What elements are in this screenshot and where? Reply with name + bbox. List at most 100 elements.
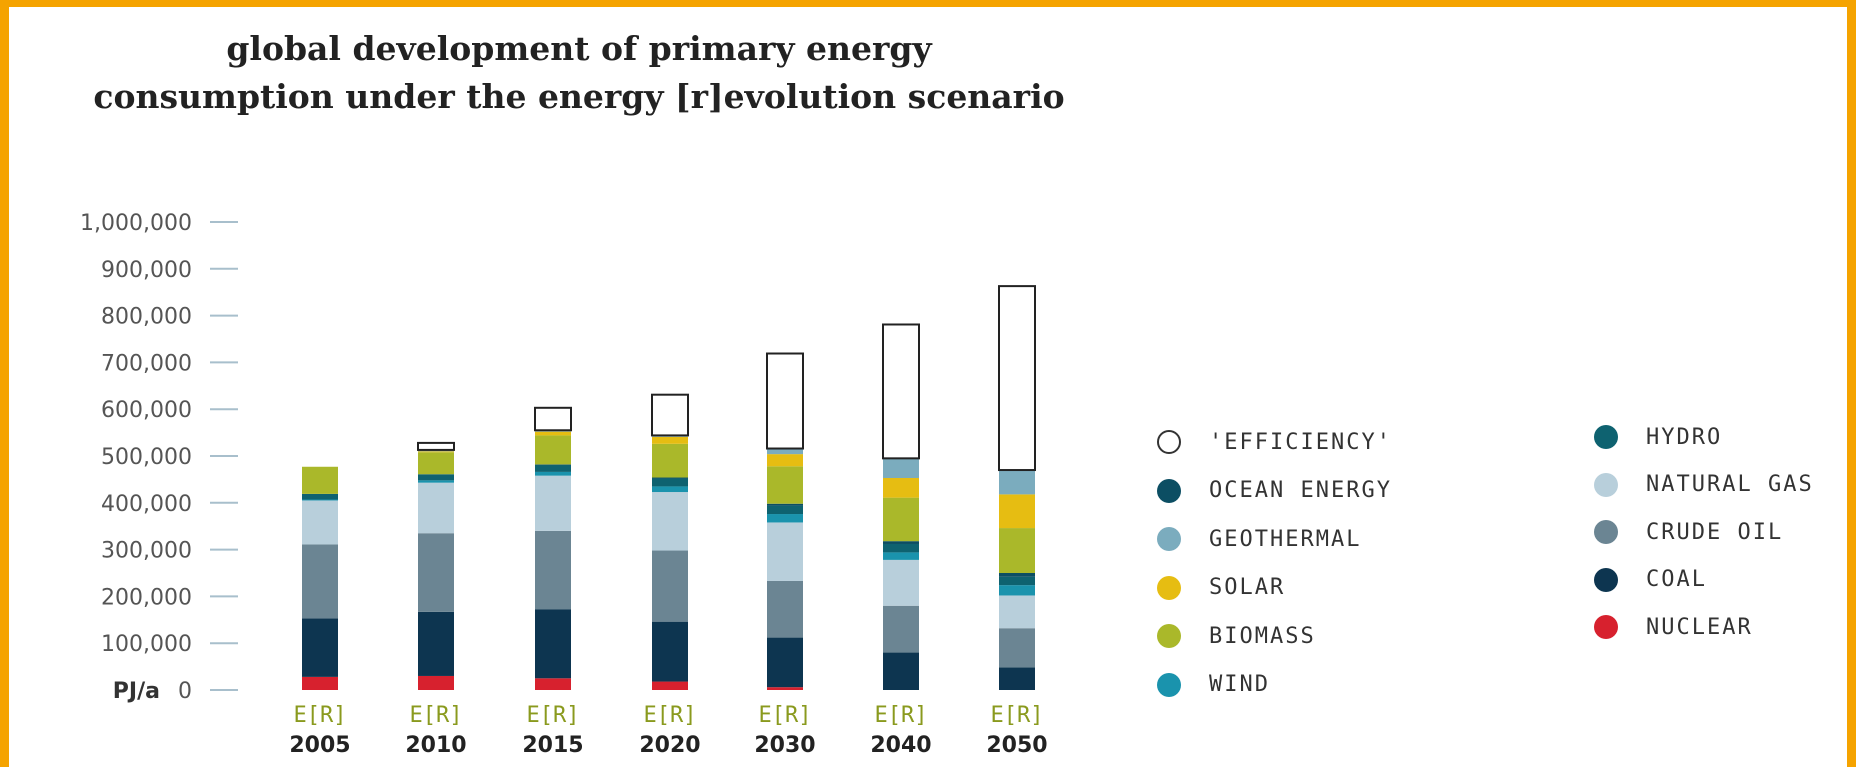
legend-label: CRUDE OIL	[1646, 519, 1784, 545]
chart-title-line-2: consumption under the energy [r]evolutio…	[93, 77, 1065, 116]
bar-segment-crude-oil	[652, 550, 688, 622]
x-scenario-label: E[R]	[759, 703, 812, 728]
bar-segment-crude-oil	[418, 533, 454, 612]
bar-segment-natural-gas	[999, 595, 1035, 629]
bar-segment-biomass	[883, 497, 919, 542]
bar-segment-wind	[535, 471, 571, 476]
legend-label: NATURAL GAS	[1646, 472, 1814, 497]
legend-swatch	[1594, 520, 1618, 544]
bar-segment-coal	[767, 637, 803, 688]
bar-segment-biomass	[535, 435, 571, 465]
bar-segment-biomass	[652, 443, 688, 478]
legend-swatch	[1157, 672, 1181, 697]
legend-label: NUCLEAR	[1646, 614, 1753, 640]
legend-swatch	[1157, 527, 1181, 551]
x-tick-label: 2015	[522, 733, 583, 758]
bar-segment-solar	[535, 431, 571, 436]
bar-segment-natural-gas	[418, 482, 454, 534]
bar-segment-solar	[999, 494, 1035, 529]
bar-segment-wind	[418, 480, 454, 483]
y-tick-label: 0	[178, 679, 192, 704]
legend-label: 'EFFICIENCY'	[1209, 429, 1392, 455]
bar-segment-geothermal	[883, 458, 919, 478]
legend-swatch	[1594, 425, 1618, 449]
x-tick-label: 2010	[405, 733, 466, 758]
bar-segment-efficiency	[417, 441, 455, 451]
x-scenario-label: E[R]	[527, 703, 580, 728]
bar-segment-natural-gas	[652, 492, 688, 551]
y-tick-label: 600,000	[101, 398, 192, 423]
legend-item: NATURAL GAS	[1594, 467, 1814, 503]
legend-item: 'EFFICIENCY'	[1157, 424, 1392, 460]
bar-segment-crude-oil	[883, 605, 919, 653]
legend-swatch	[1594, 472, 1618, 497]
y-tick-label: 900,000	[101, 258, 192, 283]
x-scenario-label: E[R]	[644, 703, 697, 728]
bar-segment-crude-oil	[302, 544, 338, 619]
bar-segment-solar	[767, 454, 803, 467]
x-scenario-label: E[R]	[294, 703, 347, 728]
bar-segment-hydro	[999, 576, 1035, 586]
x-scenario-label: E[R]	[875, 703, 928, 728]
y-tick-label: 1,000,000	[80, 211, 192, 236]
bar-segment-ocean-energy	[999, 573, 1035, 577]
x-tick-label: 2050	[986, 733, 1047, 758]
bar-segment-coal	[999, 667, 1035, 690]
bar-segment-ocean-energy	[652, 477, 688, 479]
y-tick-label: 800,000	[101, 305, 192, 330]
bar-segment-crude-oil	[999, 628, 1035, 668]
bar-segment-biomass	[418, 452, 454, 475]
y-tick-label: 100,000	[101, 632, 192, 657]
legend-swatch	[1594, 615, 1618, 639]
bar-segment-hydro	[302, 493, 338, 500]
legend-label: GEOTHERMAL	[1209, 526, 1362, 552]
bar-segment-wind	[767, 514, 803, 523]
bar-segment-coal	[535, 609, 571, 679]
bar-segment-crude-oil	[767, 580, 803, 638]
bar-segment-coal	[418, 611, 454, 676]
legend-label: BIOMASS	[1209, 623, 1316, 649]
bar-segment-solar	[883, 477, 919, 498]
legend-item: COAL	[1594, 562, 1707, 598]
y-tick-label: 200,000	[101, 585, 192, 610]
legend-label: WIND	[1209, 672, 1270, 697]
bar-segment-wind	[302, 499, 338, 501]
legend-swatch	[1157, 478, 1181, 503]
y-tick-label: 300,000	[101, 539, 192, 564]
bar-segment-nuclear	[418, 675, 454, 690]
legend-label: COAL	[1646, 567, 1707, 592]
y-tick-label: 500,000	[101, 445, 192, 470]
bar-segment-biomass	[302, 466, 338, 494]
y-tick-label: 700,000	[101, 351, 192, 376]
bar-segment-biomass	[999, 528, 1035, 573]
bar-segment-solar	[652, 436, 688, 444]
y-axis-unit-label: PJ/a	[113, 679, 160, 704]
x-scenario-label: E[R]	[991, 703, 1044, 728]
bar-segment-biomass	[767, 466, 803, 504]
bar-segment-geothermal	[767, 448, 803, 455]
x-tick-label: 2040	[870, 733, 931, 758]
y-tick-label: 400,000	[101, 492, 192, 517]
bar-segment-nuclear	[767, 687, 803, 690]
legend-label: SOLAR	[1209, 575, 1286, 600]
legend-swatch	[1157, 430, 1181, 454]
legend-item: OCEAN ENERGY	[1157, 473, 1392, 509]
bar-segment-efficiency	[651, 393, 689, 437]
bar-segment-coal	[302, 618, 338, 677]
bar-segment-natural-gas	[767, 522, 803, 581]
bar-segment-natural-gas	[535, 475, 571, 531]
bar-segment-ocean-energy	[883, 541, 919, 544]
bar-segment-efficiency	[766, 352, 804, 450]
bar-segment-hydro	[535, 464, 571, 472]
legend-label: OCEAN ENERGY	[1209, 478, 1392, 503]
bar-segment-coal	[883, 652, 919, 690]
bar-segment-wind	[652, 486, 688, 493]
bar-segment-efficiency	[882, 323, 920, 460]
x-tick-label: 2020	[639, 733, 700, 758]
bar-segment-nuclear	[535, 678, 571, 690]
x-tick-label: 2005	[289, 733, 350, 758]
legend-item: CRUDE OIL	[1594, 514, 1783, 550]
bar-segment-crude-oil	[535, 530, 571, 610]
bar-segment-geothermal	[999, 470, 1035, 495]
